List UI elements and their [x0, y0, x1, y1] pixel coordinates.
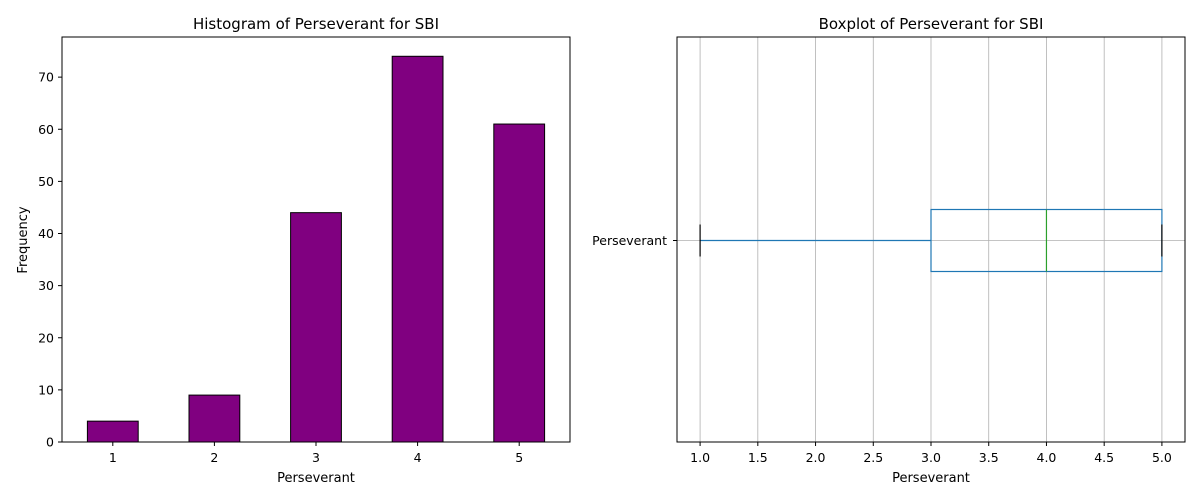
histogram-bar-2 [188, 394, 241, 443]
boxplot-y-tick-label: Perseverant [592, 233, 667, 248]
histogram-y-tick-label: 0 [46, 435, 54, 450]
boxplot-x-tick-label: 4.5 [1094, 450, 1114, 465]
boxplot-chart: Boxplot of Perseverant for SBI 1.0 1.5 2.0… [592, 15, 1186, 486]
histogram-y-tick-label: 70 [38, 70, 54, 85]
histogram-x-label: Perseverant [277, 471, 355, 486]
boxplot-axes-frame [676, 36, 1186, 443]
histogram-y-tick-label: 10 [38, 382, 54, 397]
histogram-axes-frame [61, 36, 571, 443]
histogram-y-tick-label: 20 [38, 330, 54, 345]
histogram-y-tick-label: 40 [38, 226, 54, 241]
histogram-chart: Histogram of Perseverant for SBI 1 2 3 4 5 0… [16, 15, 571, 486]
histogram-y-tick-label: 50 [38, 174, 54, 189]
histogram-y-tick-label: 60 [38, 122, 54, 137]
histogram-x-tick-label: 5 [515, 450, 523, 465]
histogram-bars [86, 55, 546, 443]
histogram-x-tick-label: 1 [109, 450, 117, 465]
boxplot-x-ticks: 1.0 1.5 2.0 2.5 3.0 3.5 4.0 4.5 5.0 [690, 442, 1172, 465]
histogram-bar-5 [493, 123, 546, 443]
histogram-y-label: Frequency [16, 206, 31, 273]
boxplot-title: Boxplot of Perseverant for SBI [819, 15, 1044, 33]
boxplot-x-tick-label: 1.0 [690, 450, 710, 465]
histogram-x-ticks: 1 2 3 4 5 [109, 442, 523, 465]
boxplot-elements [699, 208, 1163, 273]
boxplot-x-tick-label: 3.0 [921, 450, 941, 465]
histogram-bar-1 [86, 420, 139, 443]
histogram-y-ticks: 0 10 20 30 40 50 60 70 [38, 70, 62, 450]
boxplot-x-label: Perseverant [892, 471, 970, 486]
histogram-x-tick-label: 4 [414, 450, 422, 465]
histogram-bar-4 [391, 55, 444, 443]
histogram-x-tick-label: 3 [312, 450, 320, 465]
histogram-y-tick-label: 30 [38, 278, 54, 293]
histogram-title: Histogram of Perseverant for SBI [193, 15, 439, 33]
boxplot-x-tick-label: 3.5 [979, 450, 999, 465]
boxplot-x-tick-label: 2.5 [863, 450, 883, 465]
histogram-x-tick-label: 2 [210, 450, 218, 465]
boxplot-x-tick-label: 5.0 [1152, 450, 1172, 465]
boxplot-x-tick-label: 1.5 [748, 450, 768, 465]
boxplot-x-tick-label: 4.0 [1037, 450, 1057, 465]
boxplot-y-ticks: Perseverant [592, 233, 677, 248]
boxplot-x-tick-label: 2.0 [806, 450, 826, 465]
histogram-bar-3 [290, 212, 342, 443]
